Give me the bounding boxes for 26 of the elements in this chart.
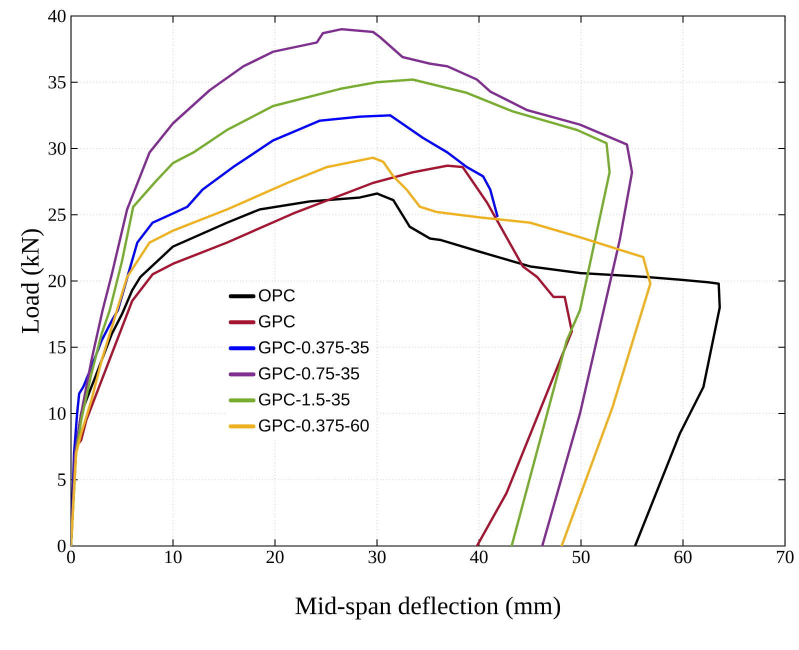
y-tick-label: 10 [49, 407, 66, 420]
y-tick-label: 40 [48, 10, 66, 22]
y-tick-label: 30 [48, 142, 66, 155]
y-tick-label: 0 [58, 540, 66, 552]
x-tick-label: 50 [572, 550, 590, 564]
x-tick-label: 70 [776, 550, 794, 564]
legend-label: OPC [258, 289, 295, 302]
x-axis-title: Mid-span deflection (mm) [296, 596, 560, 620]
y-tick-label: 35 [48, 76, 66, 88]
legend-label: GPC-0.375-60 [258, 419, 369, 432]
legend-label: GPC-0.75-35 [258, 367, 360, 380]
y-axis-title: Load (kN) [21, 229, 44, 334]
y-tick-label: 5 [58, 474, 66, 486]
x-tick-label: 60 [674, 550, 692, 564]
x-tick-label: 40 [470, 550, 488, 564]
line-series [71, 156, 652, 546]
y-tick-label: 20 [48, 274, 66, 288]
x-tick-label: 20 [266, 550, 284, 564]
legend-label: GPC-1.5-35 [258, 393, 350, 406]
y-tick-label: 15 [49, 340, 66, 354]
x-tick-label: 0 [67, 550, 75, 564]
x-tick-label: 30 [368, 550, 386, 564]
legend-label: GPC [258, 315, 295, 328]
y-tick-label: 25 [48, 208, 66, 221]
legend-label: GPC-0.375-35 [258, 341, 369, 354]
x-tick-label: 10 [165, 550, 182, 564]
